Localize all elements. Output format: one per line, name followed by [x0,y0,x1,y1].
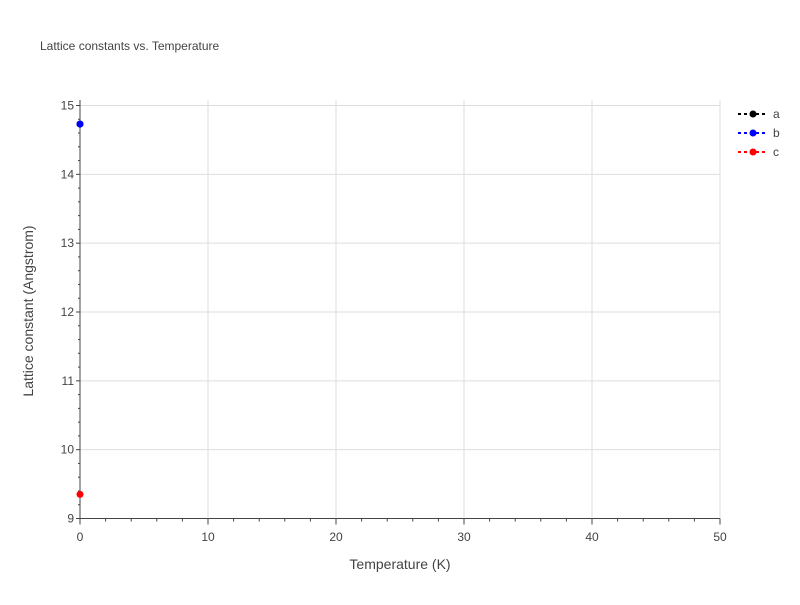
data-point-c [76,490,84,498]
legend-label-b: b [773,126,780,140]
chart-title: Lattice constants vs. Temperature [40,39,220,53]
legend[interactable]: abc [738,107,780,159]
axes: 0 10 20 30 40 50 9 10 11 12 13 14 15 [61,99,727,545]
x-axis-label: Temperature (K) [349,556,450,572]
y-tick-label: 12 [61,305,75,319]
x-tick-label: 30 [457,530,471,544]
x-tick-label: 0 [77,530,84,544]
y-tick-label: 14 [61,167,75,181]
legend-marker-c [749,148,757,156]
y-tick-label: 9 [67,512,74,526]
y-axis-label: Lattice constant (Angstrom) [20,225,36,396]
y-tick-label: 15 [61,99,75,113]
x-tick-label: 40 [585,530,599,544]
x-tick-label: 10 [201,530,215,544]
x-tick-label: 50 [713,530,727,544]
legend-marker-a [749,110,757,118]
legend-label-c: c [773,145,779,159]
legend-marker-b [749,129,757,137]
legend-label-a: a [773,107,780,121]
grid [80,100,721,519]
y-tick-label: 10 [61,443,75,457]
x-tick-label: 20 [329,530,343,544]
y-tick-label: 11 [62,374,75,388]
data-point-b [76,120,84,128]
data-points [76,120,84,498]
y-tick-label: 13 [61,236,75,250]
